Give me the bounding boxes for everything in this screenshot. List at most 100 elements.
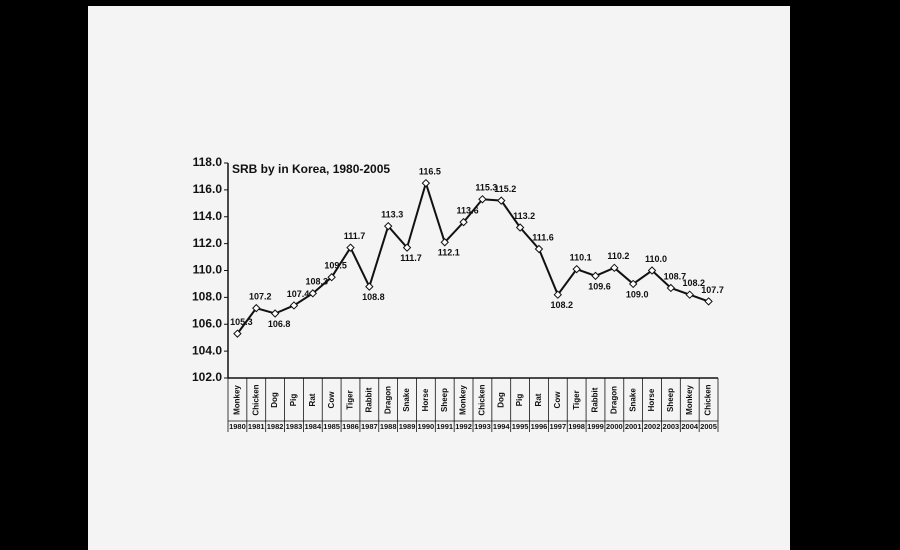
year-label: 1996 xyxy=(531,422,548,431)
marker xyxy=(704,297,713,306)
y-tick-label: 104.0 xyxy=(192,343,222,357)
data-label: 111.7 xyxy=(344,231,366,241)
x-tick-label: Cow xyxy=(327,391,336,409)
data-label: 109.6 xyxy=(588,281,611,291)
data-label: 110.0 xyxy=(645,254,667,264)
marker xyxy=(591,271,600,281)
year-label: 1992 xyxy=(455,422,472,431)
marker xyxy=(440,238,449,247)
year-label: 1995 xyxy=(512,422,529,431)
year-label: 2003 xyxy=(663,422,680,431)
x-tick-label: Sheep xyxy=(440,388,449,412)
year-label: 1988 xyxy=(380,422,397,431)
marker xyxy=(534,244,544,254)
x-tick-label: Snake xyxy=(628,388,637,412)
y-tick-label: 116.0 xyxy=(193,182,223,196)
year-label: 1984 xyxy=(304,422,322,431)
x-tick-label: Dragon xyxy=(383,386,392,414)
year-label: 1990 xyxy=(418,422,435,431)
marker xyxy=(685,290,694,299)
year-label: 1985 xyxy=(323,422,340,431)
data-label: 116.5 xyxy=(419,167,441,177)
x-tick-label: Rabbit xyxy=(364,387,373,412)
year-label: 1997 xyxy=(549,422,566,431)
year-label: 1999 xyxy=(587,422,604,431)
year-label: 2002 xyxy=(644,422,661,431)
data-label: 113.6 xyxy=(457,206,479,216)
year-label: 2001 xyxy=(625,422,642,431)
paper xyxy=(88,6,790,550)
marker xyxy=(478,195,487,204)
marker xyxy=(383,221,393,231)
data-label: 111.7 xyxy=(400,253,422,263)
marker xyxy=(308,289,318,298)
marker xyxy=(252,303,261,313)
y-tick-label: 112.0 xyxy=(193,236,223,250)
data-label: 110.2 xyxy=(607,251,629,261)
data-label: 107.7 xyxy=(701,285,724,295)
year-label: 1982 xyxy=(267,422,284,431)
x-tick-label: Monkey xyxy=(685,385,694,415)
marker xyxy=(572,264,581,274)
data-label: 105.3 xyxy=(230,317,253,327)
marker xyxy=(289,301,299,310)
marker xyxy=(270,309,280,318)
data-label: 113.2 xyxy=(513,211,535,221)
x-tick-label: Rabbit xyxy=(591,387,600,412)
data-label: 108.2 xyxy=(551,300,574,310)
year-label: 2005 xyxy=(700,422,717,431)
data-label: 113.3 xyxy=(381,210,403,220)
x-tick-label: Tiger xyxy=(346,390,355,409)
data-label: 115.3 xyxy=(475,183,497,193)
marker xyxy=(346,243,355,252)
x-tick-label: Chicken xyxy=(704,384,713,415)
data-label: 108.8 xyxy=(362,292,385,302)
y-tick-label: 114.0 xyxy=(193,209,223,223)
data-label: 115.2 xyxy=(494,184,516,194)
year-label: 1991 xyxy=(436,422,453,431)
marker xyxy=(327,273,336,282)
x-tick-label: Sheep xyxy=(666,388,675,412)
data-label: 109.0 xyxy=(626,289,649,299)
x-tick-label: Dog xyxy=(270,392,279,408)
x-tick-label: Tiger xyxy=(572,390,581,409)
x-tick-label: Cow xyxy=(553,391,562,409)
y-tick-label: 110.0 xyxy=(193,263,223,277)
marker xyxy=(515,223,525,232)
year-label: 1998 xyxy=(568,422,585,431)
year-label: 1989 xyxy=(399,422,416,431)
x-tick-label: Horse xyxy=(421,388,430,411)
year-label: 1980 xyxy=(229,422,246,431)
year-label: 1981 xyxy=(248,422,265,431)
marker xyxy=(365,282,374,291)
data-label: 112.1 xyxy=(438,248,460,258)
marker xyxy=(647,266,657,275)
line xyxy=(236,179,709,335)
data-label: 108.3 xyxy=(306,277,329,287)
year-label: 1987 xyxy=(361,422,378,431)
y-tick-label: 106.0 xyxy=(192,316,222,330)
marker xyxy=(553,290,563,299)
y-tick-label: 102.0 xyxy=(192,370,222,384)
x-tick-label: Pig xyxy=(289,394,298,407)
x-tick-label: Dragon xyxy=(609,386,618,414)
year-label: 1986 xyxy=(342,422,359,431)
year-label: 1994 xyxy=(493,422,511,431)
x-tick-label: Pig xyxy=(515,394,524,407)
x-tick-label: Dog xyxy=(496,392,505,408)
data-label: 109.5 xyxy=(324,261,347,271)
data-label: 108.2 xyxy=(682,278,705,288)
x-tick-label: Snake xyxy=(402,388,411,412)
marker xyxy=(233,329,242,338)
year-label: 1983 xyxy=(286,422,303,431)
marker xyxy=(402,243,412,252)
data-label: 111.6 xyxy=(532,232,554,242)
x-tick-label: Rat xyxy=(308,393,317,406)
marker xyxy=(421,178,431,188)
chart-title: SRB by in Korea, 1980-2005 xyxy=(232,162,390,176)
marker xyxy=(666,283,676,293)
x-tick-label: Horse xyxy=(647,388,656,411)
marker xyxy=(610,263,619,273)
marker xyxy=(497,196,506,205)
